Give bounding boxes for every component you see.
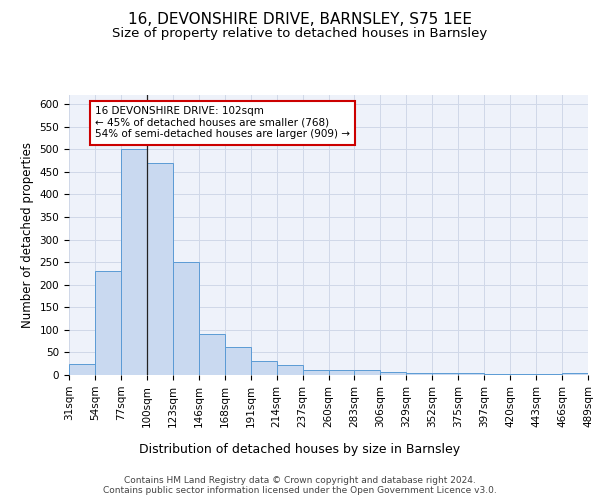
Bar <box>147 162 173 375</box>
Text: Distribution of detached houses by size in Barnsley: Distribution of detached houses by size … <box>139 442 461 456</box>
Text: Contains HM Land Registry data © Crown copyright and database right 2024.
Contai: Contains HM Land Registry data © Crown c… <box>103 476 497 495</box>
Bar <box>458 373 484 375</box>
Bar <box>277 365 302 375</box>
Bar <box>251 362 277 375</box>
Bar <box>562 372 588 375</box>
Bar <box>484 374 510 375</box>
Bar <box>433 373 458 375</box>
Text: Size of property relative to detached houses in Barnsley: Size of property relative to detached ho… <box>112 28 488 40</box>
Bar <box>406 372 432 375</box>
Bar <box>69 364 95 375</box>
Bar <box>199 334 224 375</box>
Bar <box>225 347 251 375</box>
Text: 16 DEVONSHIRE DRIVE: 102sqm
← 45% of detached houses are smaller (768)
54% of se: 16 DEVONSHIRE DRIVE: 102sqm ← 45% of det… <box>95 106 350 140</box>
Bar <box>173 262 199 375</box>
Bar <box>510 374 536 375</box>
Bar <box>95 271 121 375</box>
Bar <box>302 370 329 375</box>
Bar <box>536 374 562 375</box>
Text: 16, DEVONSHIRE DRIVE, BARNSLEY, S75 1EE: 16, DEVONSHIRE DRIVE, BARNSLEY, S75 1EE <box>128 12 472 28</box>
Bar <box>329 370 355 375</box>
Y-axis label: Number of detached properties: Number of detached properties <box>21 142 34 328</box>
Bar <box>121 149 147 375</box>
Bar <box>355 370 380 375</box>
Bar <box>380 372 406 375</box>
